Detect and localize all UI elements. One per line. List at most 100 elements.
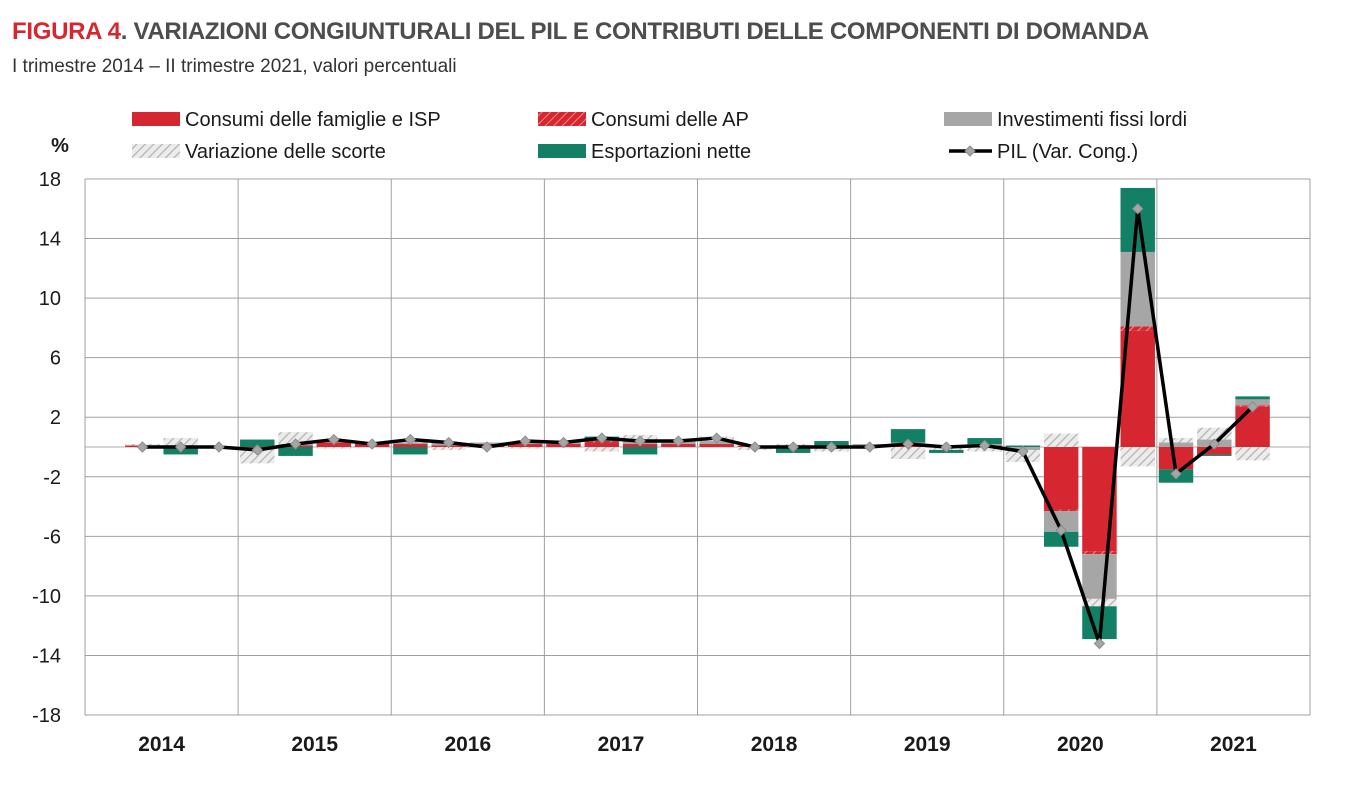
pil-point xyxy=(1246,401,1259,413)
legend: Consumi delle famiglie e ISP Consumi dell… xyxy=(132,109,1187,163)
bar-segment xyxy=(1043,433,1079,447)
y-tick-label: 2 xyxy=(50,407,61,429)
x-tick-label: 2020 xyxy=(1057,733,1104,756)
bar-segment xyxy=(890,429,926,443)
bar-segment xyxy=(622,447,658,455)
y-tick-label: -2 xyxy=(43,467,61,489)
y-tick-label: 18 xyxy=(39,169,61,191)
figure-title: . VARIAZIONI CONGIUNTURALI DEL PIL E CON… xyxy=(120,18,1149,45)
pil-point xyxy=(940,441,953,453)
y-tick-label: 10 xyxy=(39,288,61,310)
x-tick-label: 2017 xyxy=(598,733,645,756)
bar-segment xyxy=(278,447,313,456)
pil-point xyxy=(213,441,225,453)
pil-point xyxy=(1093,637,1106,650)
pil-point xyxy=(978,439,991,452)
y-tick-label: -6 xyxy=(43,526,61,548)
bar-segment xyxy=(1197,447,1232,455)
chart-subtitle: I trimestre 2014 – II trimestre 2021, va… xyxy=(12,56,457,77)
legend-swatch xyxy=(538,112,586,126)
bar-segment xyxy=(1043,531,1079,547)
figure-label: FIGURA 4 xyxy=(12,18,121,45)
legend-swatch xyxy=(944,112,992,126)
bar-segment xyxy=(431,447,466,450)
pil-point xyxy=(557,436,570,449)
pil-point xyxy=(634,435,646,447)
bar-segment xyxy=(1235,396,1270,400)
pil-point xyxy=(366,438,378,450)
pil-point xyxy=(1055,524,1067,537)
bar-segment xyxy=(1120,326,1155,331)
x-tick-label: 2019 xyxy=(904,733,951,756)
pil-point xyxy=(596,432,608,444)
bar-segment xyxy=(316,447,352,449)
bar-segment xyxy=(699,444,734,447)
pil-point xyxy=(251,444,263,456)
y-tick-label: -10 xyxy=(32,586,61,608)
bar-segment xyxy=(1043,509,1079,512)
y-tick-label: -14 xyxy=(32,645,61,667)
x-tick-label: 2014 xyxy=(138,733,185,756)
bar-segment xyxy=(508,447,543,449)
bar-segment xyxy=(278,432,313,445)
bar-segment xyxy=(240,439,275,447)
pil-point xyxy=(1017,445,1029,458)
bar-segment xyxy=(1158,442,1194,447)
bar-segment xyxy=(1082,598,1117,607)
legend-label: Consumi delle AP xyxy=(591,109,749,131)
pil-line-path xyxy=(142,207,1254,646)
legend-swatch xyxy=(538,144,586,158)
legend-label: Variazione delle scorte xyxy=(185,141,386,163)
pil-point xyxy=(136,441,149,453)
bar-segment xyxy=(1158,438,1194,443)
pil-point xyxy=(328,433,340,446)
x-tick-label: 2015 xyxy=(291,733,338,756)
bar-segment xyxy=(584,447,620,452)
bar-segment xyxy=(1197,454,1232,456)
pil-point xyxy=(672,435,685,447)
pil-point xyxy=(825,441,838,453)
pil-point xyxy=(404,433,417,446)
x-tick-label: 2018 xyxy=(751,733,798,756)
bar-segment xyxy=(393,444,428,447)
bar-segment xyxy=(393,447,428,455)
bar-segment xyxy=(1235,447,1270,461)
legend-label: Investimenti fissi lordi xyxy=(997,109,1187,131)
x-tick-label: 2021 xyxy=(1210,733,1257,756)
bar-segment xyxy=(1082,551,1117,555)
pil-point xyxy=(864,441,876,453)
bar-segment xyxy=(1235,406,1270,447)
bar-segment xyxy=(890,447,926,459)
pil-point xyxy=(1208,438,1221,450)
pil-point xyxy=(749,441,761,453)
y-tick-label: 14 xyxy=(39,229,61,251)
legend-label: PIL (Var. Cong.) xyxy=(997,141,1138,163)
pil-point xyxy=(289,438,302,450)
pil-line xyxy=(136,203,1259,650)
bar-segment xyxy=(1120,447,1155,467)
bar-segment xyxy=(1082,554,1117,599)
bar-segment xyxy=(1043,447,1079,510)
pil-point xyxy=(1132,203,1144,215)
pil-point xyxy=(787,441,799,453)
y-tick-label: -18 xyxy=(32,705,61,727)
pil-point xyxy=(519,435,531,447)
bar-segment xyxy=(584,442,620,447)
pil-point xyxy=(174,441,187,453)
bar-segment xyxy=(1158,447,1194,470)
y-tick-label: 6 xyxy=(50,348,61,370)
legend-label: Esportazioni nette xyxy=(591,141,751,163)
legend-marker-pil xyxy=(964,145,976,157)
y-axis-label: % xyxy=(51,135,69,157)
pil-point xyxy=(902,438,914,450)
bar-segment xyxy=(240,448,275,464)
x-tick-label: 2016 xyxy=(444,733,491,756)
axes: 18 14 10 6 2 -2 -6 -10 -14 -18 2014 2015 2016 2017 201… xyxy=(32,135,1257,756)
pil-point xyxy=(442,436,455,449)
pil-point xyxy=(1170,468,1182,480)
pil-point xyxy=(481,441,493,453)
pil-point xyxy=(710,432,723,444)
bar-segment xyxy=(1197,427,1232,440)
legend-label: Consumi delle famiglie e ISP xyxy=(185,109,441,131)
